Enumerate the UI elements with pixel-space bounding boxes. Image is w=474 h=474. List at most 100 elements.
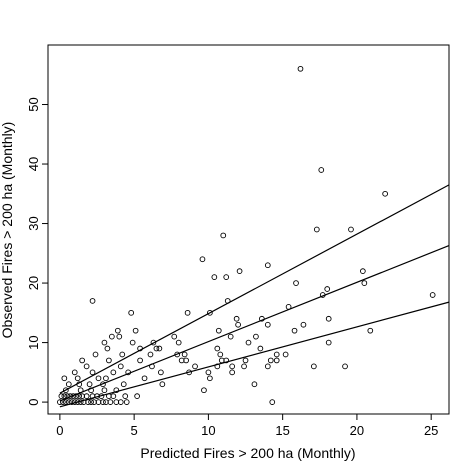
data-point: [141, 375, 148, 382]
data-point: [120, 381, 127, 388]
data-point: [229, 363, 236, 370]
data-point: [103, 375, 109, 382]
data-point: [77, 399, 84, 405]
data-point: [184, 309, 191, 316]
x-axis: 0 5 10 15 20 25: [56, 413, 438, 438]
data-point: [67, 393, 74, 399]
data-point: [215, 327, 222, 334]
data-point: [224, 298, 231, 304]
data-point: [149, 363, 155, 370]
data-point: [137, 357, 143, 364]
data-point: [57, 399, 63, 405]
data-point: [242, 357, 249, 364]
data-point: [64, 393, 71, 399]
data-point: [125, 369, 132, 376]
data-point: [73, 393, 80, 399]
x-tick-label: 15: [275, 423, 289, 438]
data-point: [223, 274, 230, 280]
data-point: [123, 399, 130, 405]
data-point: [107, 399, 114, 405]
data-point: [199, 256, 206, 263]
x-tick-label: 25: [424, 423, 438, 438]
data-point: [88, 399, 94, 405]
plot-frame: [47, 44, 450, 415]
data-point: [74, 375, 81, 382]
data-point: [253, 333, 259, 340]
data-point: [156, 345, 163, 352]
data-point: [429, 292, 436, 298]
data-point: [71, 399, 78, 405]
data-point: [110, 369, 117, 376]
data-point: [235, 321, 241, 328]
data-point: [76, 381, 83, 388]
y-axis-label: Observed Fires > 200 ha (Monthly): [0, 122, 15, 339]
data-point: [310, 363, 317, 370]
data-point: [83, 363, 90, 370]
data-point: [134, 393, 140, 399]
x-tick-label: 5: [131, 423, 138, 438]
data-point: [98, 393, 105, 399]
data-point: [241, 363, 247, 370]
data-point: [297, 65, 304, 72]
x-tick-label: 0: [56, 423, 63, 438]
y-axis: 0 10 20 30 40 50: [26, 97, 49, 406]
data-point: [367, 327, 374, 334]
data-point: [264, 321, 271, 328]
data-point: [217, 351, 224, 358]
fit-lines: [59, 184, 450, 408]
data-point: [88, 387, 94, 394]
data-point: [300, 321, 307, 328]
data-point: [117, 399, 124, 405]
data-point: [175, 339, 182, 346]
data-point: [132, 327, 139, 334]
data-point: [119, 351, 126, 358]
data-point: [214, 345, 221, 352]
data-point: [293, 280, 299, 286]
data-point: [101, 339, 108, 346]
data-point: [61, 375, 68, 382]
data-point: [313, 226, 320, 233]
data-point: [65, 399, 72, 405]
data-point: [92, 351, 99, 358]
data-point: [325, 315, 332, 322]
x-tick-label: 10: [201, 423, 215, 438]
data-point: [264, 363, 271, 370]
data-point: [62, 387, 69, 394]
data-point: [171, 333, 178, 340]
data-point: [89, 369, 96, 376]
data-point: [229, 369, 236, 376]
data-point: [122, 393, 129, 399]
x-tick-label: 20: [350, 423, 364, 438]
data-point: [77, 387, 84, 394]
data-point: [129, 339, 136, 346]
y-tick-label: 0: [26, 398, 41, 405]
data-point: [100, 381, 106, 388]
data-point: [71, 369, 78, 376]
y-tick-label: 40: [26, 157, 41, 171]
data-point: [318, 167, 325, 173]
y-tick-label: 30: [26, 216, 41, 230]
data-point: [60, 399, 66, 405]
data-point: [85, 399, 91, 405]
data-point: [86, 381, 93, 388]
y-tick-label: 10: [26, 335, 41, 349]
data-point: [109, 333, 115, 340]
y-tick-label: 20: [26, 276, 41, 290]
data-point: [76, 393, 83, 399]
data-point: [342, 363, 348, 370]
data-point: [273, 357, 280, 364]
data-point: [360, 268, 366, 275]
data-points: [57, 65, 436, 405]
data-point: [83, 393, 90, 399]
fit-line-2: [59, 245, 450, 402]
data-point: [65, 381, 72, 388]
data-point: [382, 190, 388, 197]
data-point: [114, 327, 121, 334]
data-point: [264, 262, 271, 269]
data-point: [70, 393, 77, 399]
y-tick-label: 50: [26, 97, 41, 111]
data-point: [153, 345, 160, 352]
data-point: [220, 232, 227, 239]
data-point: [183, 357, 189, 364]
